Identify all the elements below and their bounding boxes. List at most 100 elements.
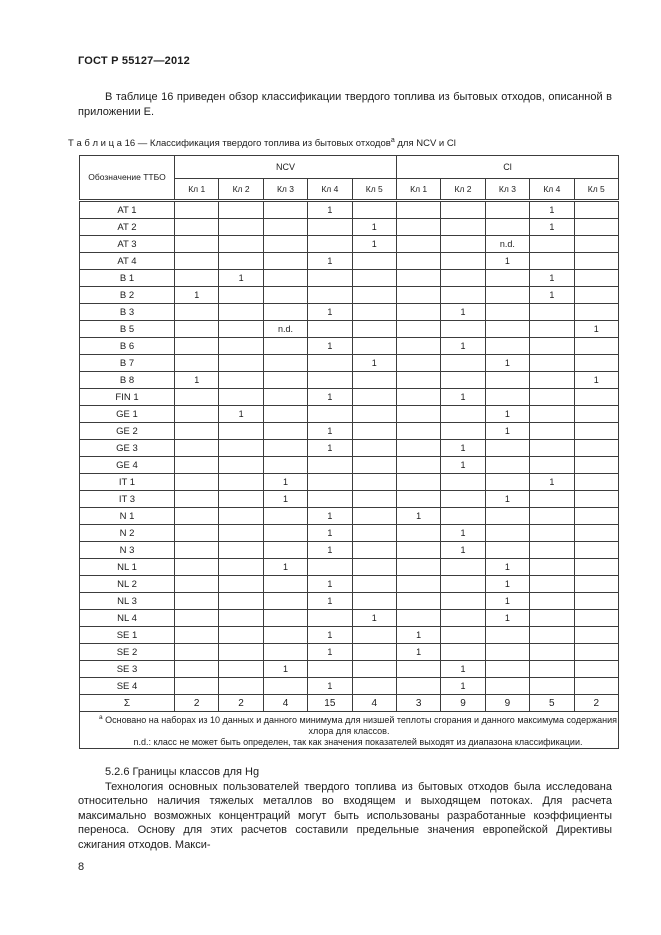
value-cell	[573, 337, 620, 356]
row-label: GE 1	[79, 405, 175, 424]
value-cell	[173, 337, 220, 356]
value-cell	[573, 541, 620, 560]
value-cell	[307, 320, 353, 339]
classification-table: Обозначение ТТБО NCV Cl Кл 1 Кл 2 Кл 3 Кл 4…	[79, 155, 620, 750]
value-cell	[529, 626, 575, 645]
table-row: SE 2 1 1	[79, 643, 620, 662]
value-cell	[218, 388, 264, 407]
table-row: FIN 1 1 1	[79, 388, 620, 407]
value-cell	[351, 507, 397, 526]
value-cell: 1	[484, 558, 531, 577]
value-cell	[351, 575, 397, 594]
value-cell	[351, 558, 397, 577]
value-cell	[484, 439, 531, 458]
value-cell	[173, 643, 220, 662]
value-cell	[262, 405, 309, 424]
value-cell: 4	[262, 694, 309, 713]
value-cell	[484, 388, 531, 407]
table-caption-suffix: для NCV и Cl	[394, 138, 456, 150]
class-header-ncv-2: Кл 2	[218, 178, 264, 203]
table-row: NL 4 1 1	[79, 609, 620, 628]
value-cell	[173, 609, 220, 628]
value-cell	[529, 252, 575, 271]
value-cell	[351, 388, 397, 407]
value-cell	[440, 422, 486, 441]
row-label: NL 4	[79, 609, 175, 628]
value-cell	[529, 643, 575, 662]
value-cell: 1	[395, 626, 442, 645]
value-cell	[573, 473, 620, 492]
value-cell	[173, 507, 220, 526]
row-label: SE 4	[79, 677, 175, 696]
value-cell	[573, 609, 620, 628]
row-label: B 5	[79, 320, 175, 339]
value-cell	[395, 456, 442, 475]
value-cell	[262, 643, 309, 662]
value-cell: 1	[529, 473, 575, 492]
value-cell	[440, 269, 486, 288]
table-row: SE 3 1 1	[79, 660, 620, 679]
value-cell	[262, 541, 309, 560]
value-cell	[395, 218, 442, 237]
value-cell	[484, 541, 531, 560]
value-cell	[307, 558, 353, 577]
value-cell: 1	[395, 507, 442, 526]
value-cell: 1	[484, 405, 531, 424]
value-cell	[173, 354, 220, 373]
value-cell	[307, 609, 353, 628]
value-cell: 1	[307, 337, 353, 356]
footnote-a-text: Основано на наборах из 10 данных и данно…	[105, 715, 618, 737]
value-cell	[351, 473, 397, 492]
row-label: SE 1	[79, 626, 175, 645]
value-cell	[218, 473, 264, 492]
value-cell	[484, 660, 531, 679]
value-cell	[351, 660, 397, 679]
value-cell	[218, 456, 264, 475]
value-cell	[351, 592, 397, 611]
value-cell	[484, 507, 531, 526]
value-cell	[529, 524, 575, 543]
class-header-cl-3: Кл 3	[484, 178, 531, 203]
value-cell	[395, 269, 442, 288]
value-cell	[218, 422, 264, 441]
row-label: AT 2	[79, 218, 175, 237]
value-cell	[440, 235, 486, 254]
value-cell	[173, 252, 220, 271]
row-label: IT 1	[79, 473, 175, 492]
value-cell	[484, 524, 531, 543]
value-cell	[484, 269, 531, 288]
value-cell	[440, 507, 486, 526]
value-cell	[395, 422, 442, 441]
value-cell	[218, 235, 264, 254]
value-cell	[440, 558, 486, 577]
class-header-ncv-4: Кл 4	[307, 178, 353, 203]
value-cell: 1	[262, 473, 309, 492]
value-cell	[173, 558, 220, 577]
value-cell	[351, 541, 397, 560]
value-cell	[440, 490, 486, 509]
value-cell	[395, 609, 442, 628]
value-cell	[395, 490, 442, 509]
value-cell	[573, 626, 620, 645]
value-cell: 1	[307, 677, 353, 696]
value-cell	[573, 354, 620, 373]
row-label: SE 3	[79, 660, 175, 679]
value-cell	[173, 626, 220, 645]
value-cell: 3	[395, 694, 442, 713]
value-cell	[573, 524, 620, 543]
value-cell	[573, 422, 620, 441]
value-cell: 1	[173, 286, 220, 305]
footnote-row: а Основано на наборах из 10 данных и дан…	[79, 711, 619, 750]
section-heading: 5.2.6 Границы классов для Hg	[105, 766, 260, 779]
value-cell: 4	[351, 694, 397, 713]
value-cell	[262, 439, 309, 458]
value-cell: 1	[573, 371, 620, 390]
table-row: AT 3 1 n.d.	[79, 235, 620, 254]
value-cell: 1	[484, 252, 531, 271]
value-cell	[173, 235, 220, 254]
value-cell: 1	[440, 524, 486, 543]
value-cell: 1	[218, 405, 264, 424]
